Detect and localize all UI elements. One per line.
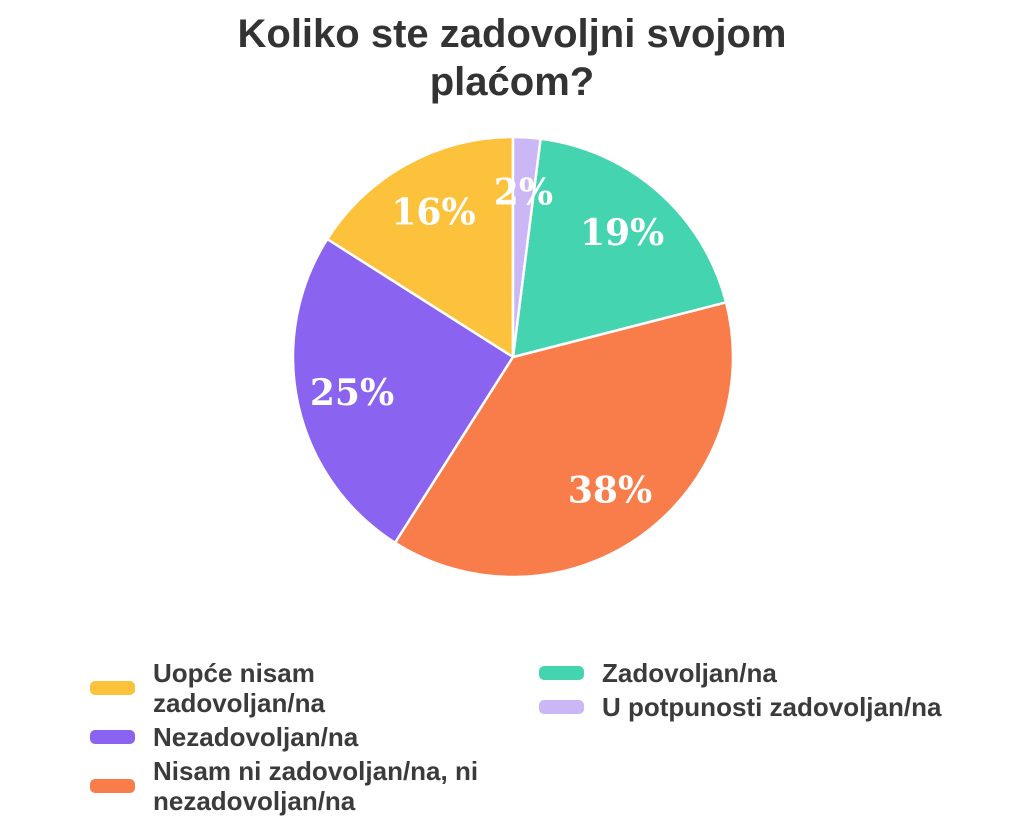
legend-item-label: Uopće nisam zadovoljan/na [153,658,325,718]
pie-slice-label: 19% [580,212,664,254]
pie-slice-label: 16% [391,191,475,233]
page-title: Koliko ste zadovoljni svojom plaćom? [237,12,787,104]
legend-item-label: Zadovoljan/na [602,658,777,688]
legend-item-label: Nezadovoljan/na [153,722,359,752]
legend-swatch [90,779,135,793]
legend-swatch [539,666,584,680]
pie-slice-label: 25% [310,372,394,414]
legend-item: U potpunosti zadovoljan/na [539,692,941,722]
pie-slice [393,301,735,579]
pie-chart: 16% 25% 38% 19% 2% [291,135,735,579]
pie-slice-label: 38% [568,470,652,512]
legend-item: Zadovoljan/na [539,658,941,688]
legend-column: Zadovoljan/na U potpunosti zadovoljan/na [539,658,941,722]
legend-swatch [90,681,135,695]
pie-slice [326,135,515,359]
legend-item: Uopće nisam zadovoljan/na [90,658,483,718]
pie-slice-label: 2% [494,171,553,213]
pie-slice [511,137,728,359]
legend: Uopće nisam zadovoljan/na Nezadovoljan/na… [90,658,941,816]
legend-item-label: U potpunosti zadovoljan/na [602,692,942,722]
legend-item-label: Nisam ni zadovoljan/na, ni nezadovoljan/… [153,756,479,816]
legend-swatch [539,700,584,714]
legend-item: Nezadovoljan/na [90,722,483,752]
legend-swatch [90,730,135,744]
pie-slice [511,135,542,359]
legend-column: Uopće nisam zadovoljan/na Nezadovoljan/na… [90,658,483,816]
legend-item: Nisam ni zadovoljan/na, ni nezadovoljan/… [90,756,483,816]
pie-slice [291,237,515,544]
